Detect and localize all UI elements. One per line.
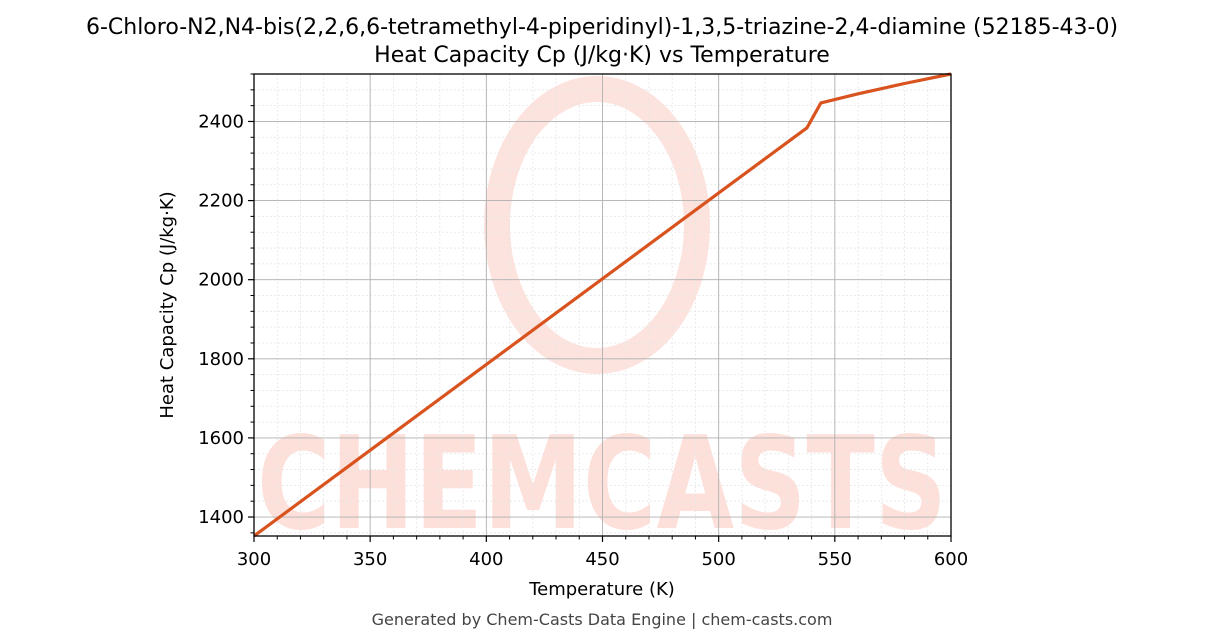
chart-subtitle: Heat Capacity Cp (J/kg·K) vs Temperature: [374, 43, 830, 68]
watermark-text: CHEMCASTS: [257, 410, 947, 559]
y-tick-label: 1600: [198, 428, 244, 449]
x-tick-label: 450: [585, 549, 619, 570]
x-tick-label: 600: [934, 549, 968, 570]
watermark-logo: CHEMCASTS: [257, 76, 947, 559]
footer-credit: Generated by Chem-Casts Data Engine | ch…: [372, 610, 833, 629]
x-axis-label: Temperature (K): [528, 579, 675, 600]
y-tick-label: 2400: [198, 111, 244, 132]
x-axis-ticks: 300 350 400 450 500 550 600: [237, 536, 968, 570]
y-axis-label: Heat Capacity Cp (J/kg·K): [157, 191, 178, 418]
y-tick-label: 2000: [198, 270, 244, 291]
y-tick-label: 2200: [198, 191, 244, 212]
watermark-ring: [484, 76, 710, 374]
y-tick-label: 1400: [198, 507, 244, 528]
x-tick-label: 500: [701, 549, 735, 570]
series-line-heat-capacity: [253, 72, 952, 538]
x-tick-label: 300: [237, 549, 271, 570]
y-axis-ticks: 1400 1600 1800 2000 2200 2400: [198, 73, 254, 534]
x-tick-label: 400: [469, 549, 503, 570]
y-tick-label: 1800: [198, 349, 244, 370]
x-tick-label: 550: [818, 549, 852, 570]
x-tick-label: 350: [353, 549, 387, 570]
chart-title: 6-Chloro-N2,N4-bis(2,2,6,6-tetramethyl-4…: [86, 15, 1118, 40]
